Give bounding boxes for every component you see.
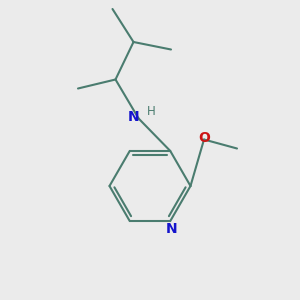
- Text: O: O: [198, 131, 210, 145]
- Text: N: N: [166, 223, 178, 236]
- Text: H: H: [147, 105, 156, 119]
- Text: N: N: [128, 110, 139, 124]
